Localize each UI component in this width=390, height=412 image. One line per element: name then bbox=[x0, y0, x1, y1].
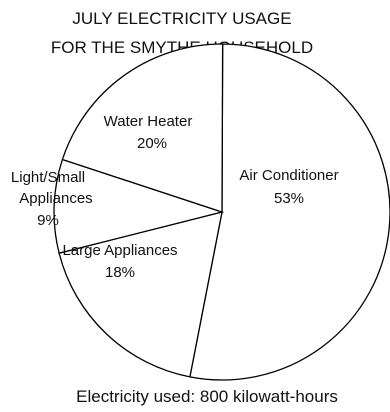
pie-slices bbox=[53, 43, 390, 381]
slice-value-large-appliances: 18% bbox=[105, 264, 135, 281]
chart-footer: Electricity used: 800 kilowatt-hours bbox=[76, 387, 338, 406]
slice-light-small-appliances bbox=[53, 158, 225, 254]
slice-value-air-conditioner: 53% bbox=[274, 190, 304, 207]
slice-label-light-small-line-1: Light/Small bbox=[11, 169, 85, 186]
slice-label-air-conditioner: Air Conditioner bbox=[239, 167, 338, 184]
slice-labels: Air Conditioner 53% Large Appliances 18%… bbox=[11, 113, 339, 281]
chart-title-line-1: JULY ELECTRICITY USAGE bbox=[72, 9, 291, 28]
slice-large-appliances bbox=[58, 211, 223, 378]
slice-water-heater bbox=[61, 43, 224, 213]
slice-value-light-small: 9% bbox=[37, 212, 59, 229]
slice-air-conditioner bbox=[189, 43, 390, 381]
slice-label-light-small-line-2: Appliances bbox=[19, 190, 92, 207]
slice-label-water-heater: Water Heater bbox=[104, 113, 193, 130]
slice-value-water-heater: 20% bbox=[137, 135, 167, 152]
slice-label-large-appliances: Large Appliances bbox=[62, 242, 177, 259]
